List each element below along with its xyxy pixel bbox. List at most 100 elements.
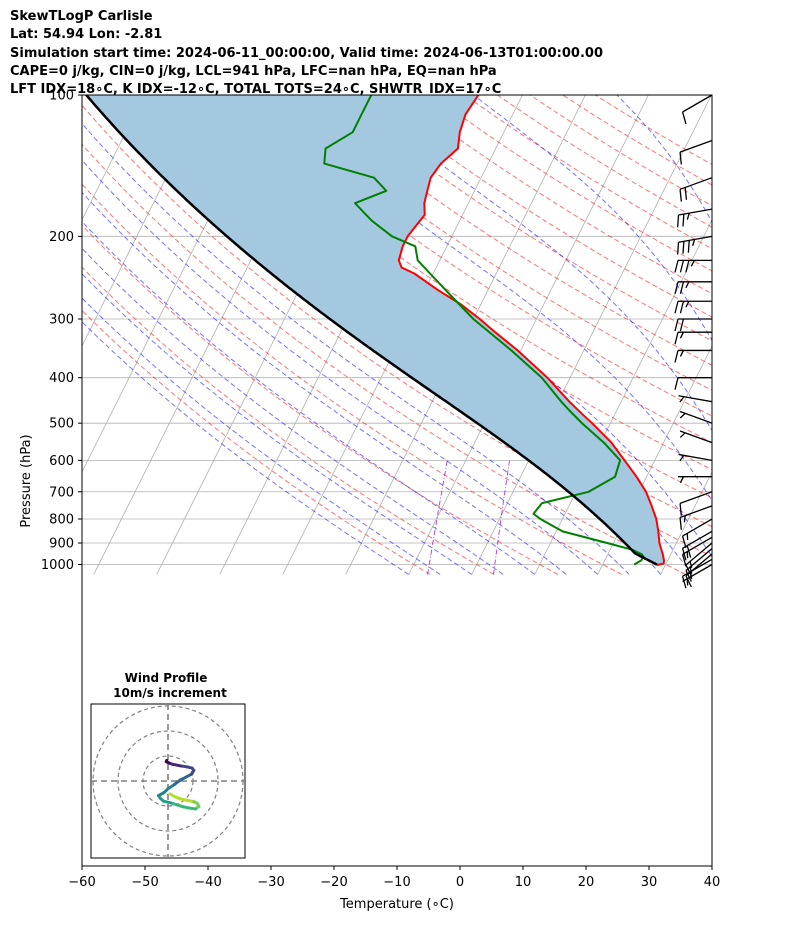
moist-adiabat — [82, 220, 535, 575]
wind-barb — [679, 491, 713, 516]
barb-staff — [682, 94, 713, 113]
barb-feather — [681, 111, 687, 125]
x-axis-label: Temperature (∘C) — [339, 897, 454, 912]
barb-staff — [678, 453, 713, 461]
wind-barb — [678, 453, 713, 462]
y-tick-label: 800 — [49, 513, 74, 528]
isotherm--20 — [471, 95, 712, 575]
dry-adiabat — [236, 95, 712, 417]
y-tick-label: 400 — [49, 371, 74, 386]
isotherm--30 — [408, 95, 649, 575]
wind-barb — [679, 177, 713, 202]
barb-feather — [679, 350, 685, 357]
barb-feather — [690, 260, 695, 267]
barb-feather — [674, 350, 679, 363]
wind-barb — [674, 349, 712, 363]
moist-adiabat — [82, 191, 567, 575]
mixing-ratio-line — [427, 460, 448, 575]
title-indices-2: LFT IDX=18∘C, K IDX=-12∘C, TOTAL TOTS=24… — [10, 82, 502, 98]
y-tick-label: 100 — [49, 89, 74, 104]
barb-staff — [685, 548, 713, 571]
moist-adiabat — [82, 122, 630, 575]
barb-feather — [681, 535, 687, 549]
wind-barb — [679, 410, 713, 424]
wind-barb — [674, 281, 712, 294]
barb-feather — [682, 241, 685, 254]
y-axis-ticks: 100 200 300 400 500 600 700 800 900 1000 — [41, 89, 82, 573]
x-tick-label: −10 — [383, 875, 410, 890]
barb-staff — [679, 177, 713, 190]
dry-adiabat — [333, 95, 712, 342]
y-tick-label: 900 — [49, 537, 74, 552]
dry-adiabat — [529, 95, 712, 207]
y-tick-label: 300 — [49, 313, 74, 328]
dry-adiabat — [82, 183, 623, 575]
barb-feather — [679, 331, 685, 339]
dry-adiabat — [399, 95, 712, 295]
barb-feather — [689, 566, 693, 574]
barb-feather — [679, 454, 685, 462]
dry-adiabat — [82, 266, 495, 575]
hodograph-inset: Wind Profile 10m/s increment — [90, 671, 246, 859]
moist-adiabat — [82, 297, 441, 575]
barb-feather — [679, 152, 682, 165]
barb-feather — [681, 554, 687, 567]
barb-staff — [678, 395, 713, 403]
barb-feather — [679, 503, 682, 516]
x-tick-label: 20 — [578, 875, 595, 890]
moist-adiabat — [351, 95, 712, 432]
isotherm--110 — [82, 95, 145, 221]
barb-staff — [679, 139, 713, 153]
barb-feather — [674, 332, 679, 345]
wind-barb — [681, 536, 713, 567]
wind-barb — [674, 331, 712, 345]
barb-staff — [678, 235, 713, 243]
x-axis-ticks: −60 −50 −40 −30 −20 −10 0 10 20 30 40 — [68, 866, 720, 890]
barb-feather — [683, 515, 686, 523]
barb-feather — [685, 564, 692, 577]
barb-feather — [685, 575, 692, 588]
x-tick-label: −20 — [320, 875, 347, 890]
x-tick-label: −50 — [131, 875, 158, 890]
title-location: Lat: 54.94 Lon: -2.81 — [10, 27, 163, 43]
barb-staff — [679, 410, 713, 424]
barb-feather — [674, 260, 679, 273]
barb-feather — [679, 301, 685, 314]
wind-barb — [685, 542, 713, 577]
dry-adiabat — [268, 95, 712, 391]
barb-feather — [681, 576, 687, 589]
barb-staff — [682, 518, 713, 537]
mixing-ratio-line — [493, 460, 510, 575]
wind-barb — [679, 505, 713, 530]
moist-adiabat — [82, 273, 472, 575]
wind-barb — [681, 518, 713, 549]
wind-barb — [681, 94, 713, 125]
barb-feather — [679, 281, 685, 294]
barb-feather — [685, 281, 690, 289]
x-tick-label: −40 — [194, 875, 221, 890]
wind-barb — [674, 259, 712, 273]
barb-staff — [679, 505, 713, 519]
barb-feather — [674, 301, 679, 314]
wind-barb — [674, 377, 712, 390]
barb-feather — [687, 240, 690, 253]
isotherm--130 — [0, 95, 18, 574]
x-tick-label: 10 — [515, 875, 532, 890]
barb-feather — [674, 281, 679, 294]
barb-feather — [679, 260, 685, 273]
wind-barb — [679, 139, 713, 165]
figure-header: SkewTLogP Carlisle Lat: 54.94 Lon: -2.81… — [10, 8, 603, 99]
barb-feather — [679, 412, 686, 419]
barb-feather — [674, 377, 679, 390]
moist-adiabat — [82, 321, 409, 575]
wind-barb — [678, 395, 713, 403]
barb-feather — [676, 242, 680, 255]
x-tick-label: 40 — [704, 875, 721, 890]
x-tick-label: −30 — [257, 875, 284, 890]
temperature-line — [397, 95, 665, 567]
y-axis-label: Pressure (hPa) — [19, 434, 34, 527]
hodograph-title: Wind Profile — [125, 671, 208, 685]
title-station: SkewTLogP Carlisle — [10, 9, 153, 24]
title-indices-1: CAPE=0 j/kg, CIN=0 j/kg, LCL=941 hPa, LF… — [10, 63, 497, 79]
barb-feather — [679, 432, 686, 438]
